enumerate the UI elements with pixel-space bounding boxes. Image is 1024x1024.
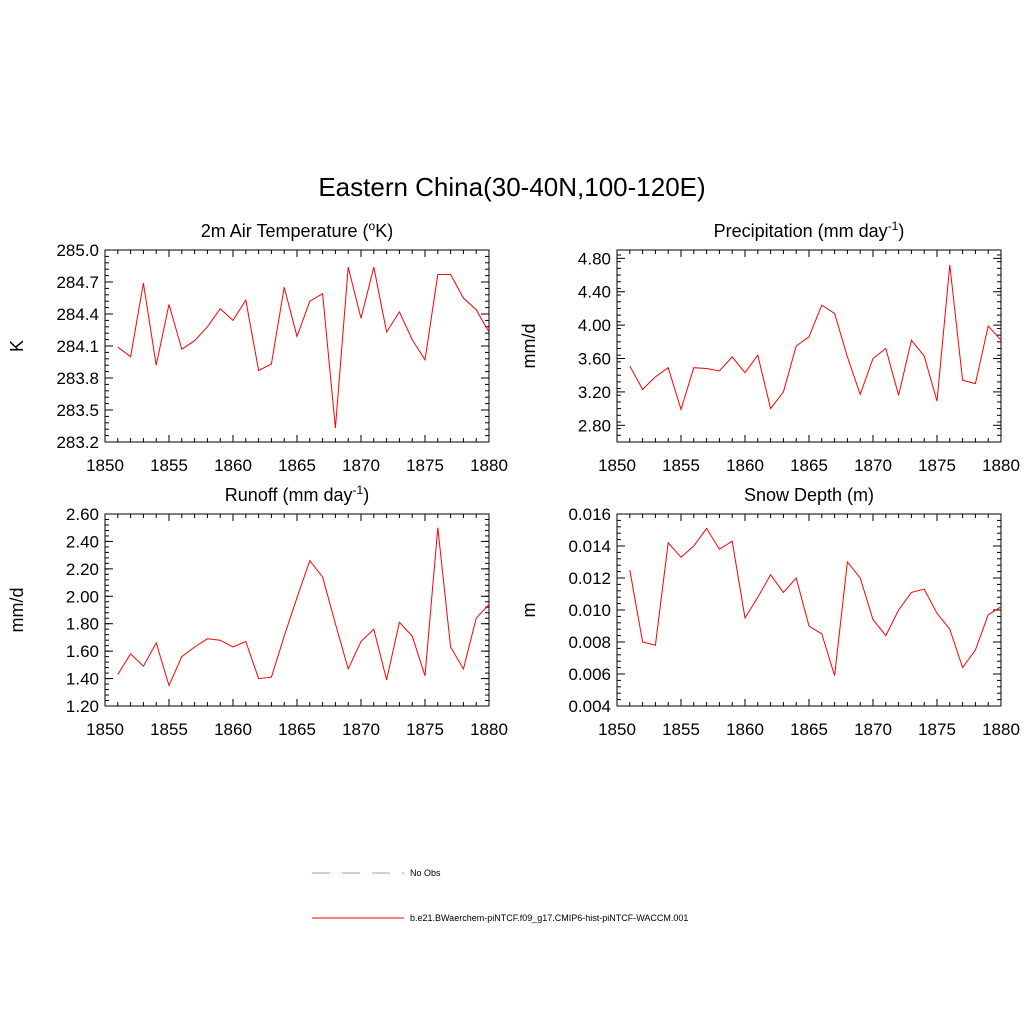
- panel-title: Runoff (mm day-1): [225, 483, 369, 505]
- y-tick-label: 0.016: [568, 505, 611, 524]
- x-tick-label: 1880: [982, 456, 1020, 475]
- x-tick-label: 1855: [150, 720, 188, 739]
- panel-2: 1850 1855 1860 1865 1870 1875 1880 2.80 3.20 3.60…: [519, 219, 1020, 475]
- panel-title-tail: K): [375, 221, 393, 241]
- x-tick-label: 1860: [726, 720, 764, 739]
- x-tick-label: 1865: [278, 720, 316, 739]
- legend: No Obs b.e21.BWaerchem-piNTCF.f09_g17.CMI…: [312, 868, 688, 923]
- y-tick-label: 1.60: [66, 642, 99, 661]
- panel-title-tail: ): [363, 485, 369, 505]
- y-tick-label: 283.2: [56, 433, 99, 452]
- x-tick-label: 1850: [86, 456, 124, 475]
- panels: 1850 1855 1860 1865 1870 1875 1880 283.2 283.5 28…: [7, 219, 1020, 739]
- panel-title: 2m Air Temperature (oK): [201, 219, 393, 241]
- y-tick-label: 283.8: [56, 369, 99, 388]
- y-tick-label: 283.5: [56, 401, 99, 420]
- x-tick-label: 1860: [214, 720, 252, 739]
- y-axis-label: m: [519, 603, 539, 618]
- panel-title: Snow Depth (m): [744, 485, 874, 505]
- y-tick-label: 0.014: [568, 537, 611, 556]
- panel-title-text: Precipitation (mm day: [714, 221, 888, 241]
- x-tick-label: 1875: [918, 720, 956, 739]
- legend-label: b.e21.BWaerchem-piNTCF.f09_g17.CMIP6-his…: [410, 913, 688, 923]
- y-tick-label: 0.012: [568, 569, 611, 588]
- panel-title-tail: ): [898, 221, 904, 241]
- y-tick-label: 0.008: [568, 633, 611, 652]
- x-tick-label: 1860: [214, 456, 252, 475]
- y-tick-label: 2.60: [66, 505, 99, 524]
- x-tick-label: 1870: [342, 720, 380, 739]
- y-tick-label: 2.80: [578, 416, 611, 435]
- plot-frame: [104, 513, 490, 707]
- y-tick-label: 1.40: [66, 670, 99, 689]
- y-tick-label: 0.010: [568, 601, 611, 620]
- y-tick-label: 3.60: [578, 350, 611, 369]
- x-tick-label: 1875: [918, 456, 956, 475]
- y-tick-label: 0.004: [568, 697, 611, 716]
- panel-title-sup: o: [369, 219, 376, 233]
- plot-frame: [616, 249, 1002, 443]
- x-tick-label: 1850: [598, 720, 636, 739]
- y-tick-label: 0.006: [568, 665, 611, 684]
- series-line: [629, 527, 1002, 676]
- y-tick-label: 2.20: [66, 560, 99, 579]
- x-tick-label: 1865: [790, 456, 828, 475]
- x-tick-label: 1880: [982, 720, 1020, 739]
- plot-frame: [616, 513, 1002, 707]
- main-title: Eastern China(30-40N,100-120E): [318, 172, 705, 202]
- y-tick-label: 284.7: [56, 273, 99, 292]
- x-tick-label: 1850: [86, 720, 124, 739]
- y-axis-label: mm/d: [519, 324, 539, 369]
- y-tick-label: 285.0: [56, 241, 99, 260]
- y-tick-label: 4.40: [578, 283, 611, 302]
- panel-title-text: Snow Depth (m): [744, 485, 874, 505]
- panel-1: 1850 1855 1860 1865 1870 1875 1880 283.2 283.5 28…: [7, 219, 508, 475]
- panel-3: 1850 1855 1860 1865 1870 1875 1880 1.20 1.40 1.60…: [7, 483, 508, 739]
- plot-frame: [104, 249, 490, 443]
- y-tick-label: 1.20: [66, 697, 99, 716]
- y-tick-label: 2.00: [66, 587, 99, 606]
- series-line: [117, 527, 490, 687]
- x-tick-label: 1870: [854, 456, 892, 475]
- x-tick-label: 1860: [726, 456, 764, 475]
- y-tick-label: 4.80: [578, 249, 611, 268]
- y-axis-label: K: [7, 340, 27, 352]
- x-tick-label: 1870: [342, 456, 380, 475]
- x-tick-label: 1855: [150, 456, 188, 475]
- panel-title-text: Runoff (mm day: [225, 485, 353, 505]
- x-tick-label: 1850: [598, 456, 636, 475]
- x-tick-label: 1870: [854, 720, 892, 739]
- y-tick-label: 3.20: [578, 383, 611, 402]
- x-tick-label: 1865: [278, 456, 316, 475]
- x-tick-label: 1855: [662, 456, 700, 475]
- x-tick-label: 1880: [470, 720, 508, 739]
- panel-title-sup: -1: [353, 483, 364, 497]
- series-line: [117, 266, 490, 429]
- x-tick-label: 1855: [662, 720, 700, 739]
- y-axis-label: mm/d: [7, 588, 27, 633]
- panel-4: 1850 1855 1860 1865 1870 1875 1880 0.004 0.006 0.…: [519, 485, 1020, 739]
- y-tick-label: 2.40: [66, 532, 99, 551]
- y-tick-label: 4.00: [578, 316, 611, 335]
- legend-label: No Obs: [410, 868, 441, 878]
- x-tick-label: 1865: [790, 720, 828, 739]
- panel-title-text: 2m Air Temperature (: [201, 221, 369, 241]
- y-tick-label: 284.4: [56, 305, 99, 324]
- x-tick-label: 1875: [406, 720, 444, 739]
- panel-title: Precipitation (mm day-1): [714, 219, 905, 241]
- y-tick-label: 1.80: [66, 615, 99, 634]
- panel-title-sup: -1: [888, 219, 899, 233]
- y-tick-label: 284.1: [56, 337, 99, 356]
- x-tick-label: 1880: [470, 456, 508, 475]
- x-tick-label: 1875: [406, 456, 444, 475]
- series-line: [629, 264, 1002, 412]
